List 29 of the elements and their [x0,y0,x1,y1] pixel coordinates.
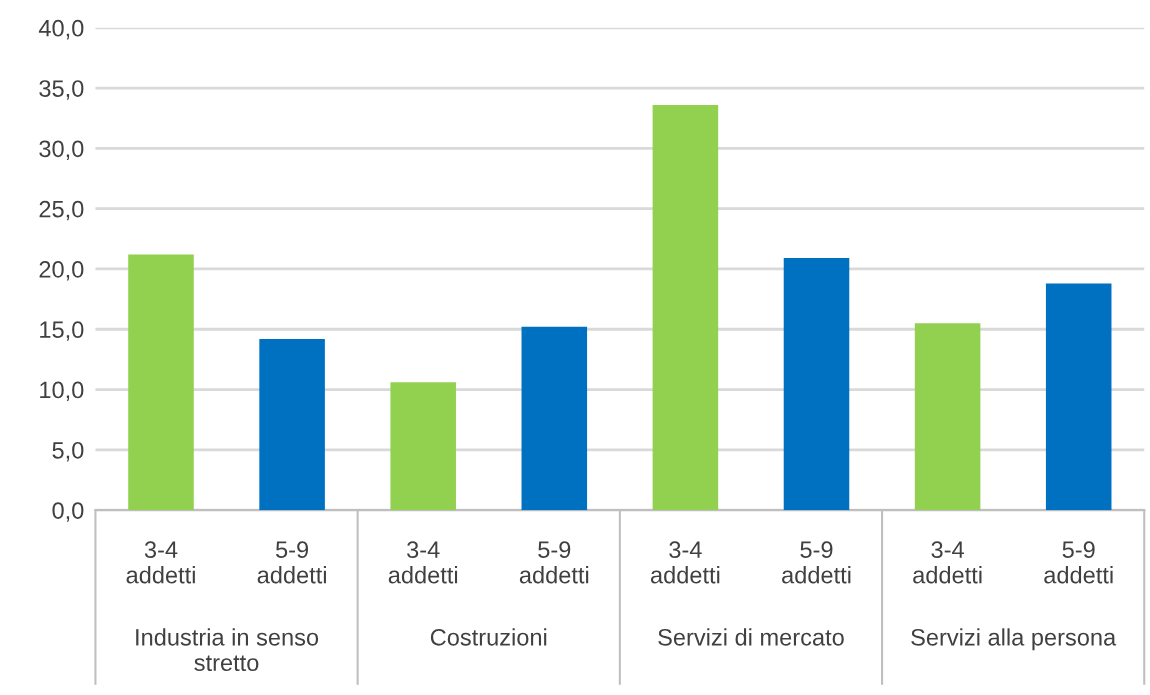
x-tick-label: 5-9 addetti [257,541,326,584]
x-tick-label: 3-4 addetti [913,541,982,584]
x-tick-label: 3-4 addetti [126,541,195,584]
y-tick-label: 20,0 [39,261,84,281]
bar [914,323,981,511]
text: Servizi di mercato [658,628,844,646]
bar [783,258,850,511]
x-tick-label: 5-9 addetti [1044,541,1113,584]
text: Costruzioni [430,628,547,646]
x-tick-label: 3-4 addetti [650,541,720,584]
y-tick-label: 10,0 [40,381,84,402]
text: Servizi alla persona [911,628,1117,651]
y-tick-label: 30,0 [39,140,84,160]
y-tick-label: 5,0 [52,441,84,462]
y-tick-label: 0,0 [52,502,84,522]
y-tick-label: 40,0 [38,19,84,40]
bar [652,104,719,511]
bar [390,382,456,511]
y-tick-label: 25,0 [39,200,84,221]
x-tick-label: 5-9 addetti [782,541,851,584]
bar [521,326,588,511]
bar [128,254,194,511]
y-tick-label: 15,0 [40,321,84,341]
x-tick-label: 5-9 addetti [519,541,589,584]
x-tick-label: 3-4 addetti [388,541,458,584]
y-tick-label: 35,0 [39,80,84,100]
text: Industria in senso stretto [136,628,319,672]
bar [1045,283,1112,511]
bar [259,338,325,511]
